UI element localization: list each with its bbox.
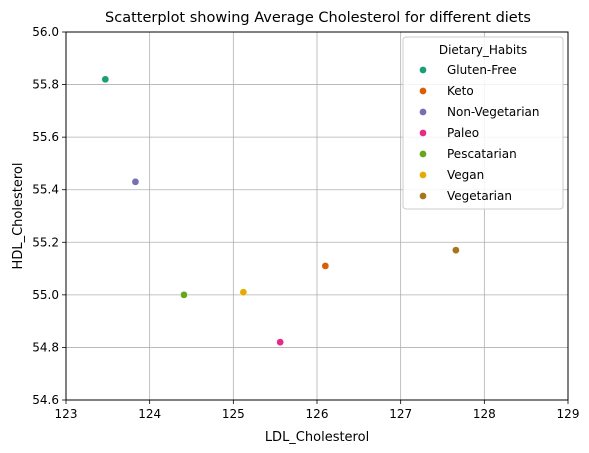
legend-marker <box>419 192 427 200</box>
data-points <box>101 75 460 347</box>
legend-label: Paleo <box>447 126 479 140</box>
y-tick-label: 54.8 <box>32 340 59 354</box>
x-tick-label: 126 <box>306 407 329 421</box>
legend-label: Vegan <box>447 168 484 182</box>
legend-marker <box>419 150 427 158</box>
legend-label: Non-Vegetarian <box>447 105 540 119</box>
data-point <box>276 338 285 347</box>
x-tick-label: 127 <box>389 407 412 421</box>
legend-marker <box>419 108 427 116</box>
legend: Dietary_Habits Gluten-Free Keto Non-Vegetar… <box>402 36 564 210</box>
data-point <box>321 262 330 270</box>
x-tick-label: 124 <box>138 407 161 421</box>
legend-box <box>402 36 564 210</box>
chart-title: Scatterplot showing Average Cholesterol … <box>105 10 531 26</box>
x-tick-label: 129 <box>557 407 580 421</box>
legend-marker <box>419 66 427 74</box>
legend-label: Pescatarian <box>447 147 517 161</box>
legend-marker <box>419 171 427 179</box>
y-tick-label: 55.8 <box>32 78 59 92</box>
y-axis-label: HDL_Cholesterol <box>11 163 26 270</box>
data-point <box>180 291 188 299</box>
y-tick-label: 55.0 <box>32 288 59 302</box>
legend-label: Gluten-Free <box>447 63 517 77</box>
data-point <box>101 75 110 84</box>
legend-title: Dietary_Habits <box>439 43 527 57</box>
legend-marker <box>419 129 427 137</box>
y-tick-label: 54.6 <box>32 393 59 407</box>
y-tick-label: 55.2 <box>32 235 59 249</box>
axis-ticks: 123 124 125 126 127 128 129 54.6 54.8 55.0 55.2 55.… <box>32 25 579 421</box>
legend-label: Keto <box>447 84 474 98</box>
x-tick-label: 128 <box>473 407 496 421</box>
legend-label: Vegetarian <box>447 189 512 203</box>
plot-frame <box>65 31 569 401</box>
y-tick-label: 55.6 <box>32 130 59 144</box>
data-point <box>452 246 460 255</box>
y-tick-label: 56.0 <box>32 25 59 39</box>
legend-marker <box>419 87 427 95</box>
x-tick-label: 125 <box>222 407 245 421</box>
x-tick-label: 123 <box>55 407 78 421</box>
data-point <box>131 177 140 186</box>
data-point <box>239 288 248 297</box>
y-tick-label: 55.4 <box>32 183 59 197</box>
x-axis-label: LDL_Cholesterol <box>265 430 369 445</box>
